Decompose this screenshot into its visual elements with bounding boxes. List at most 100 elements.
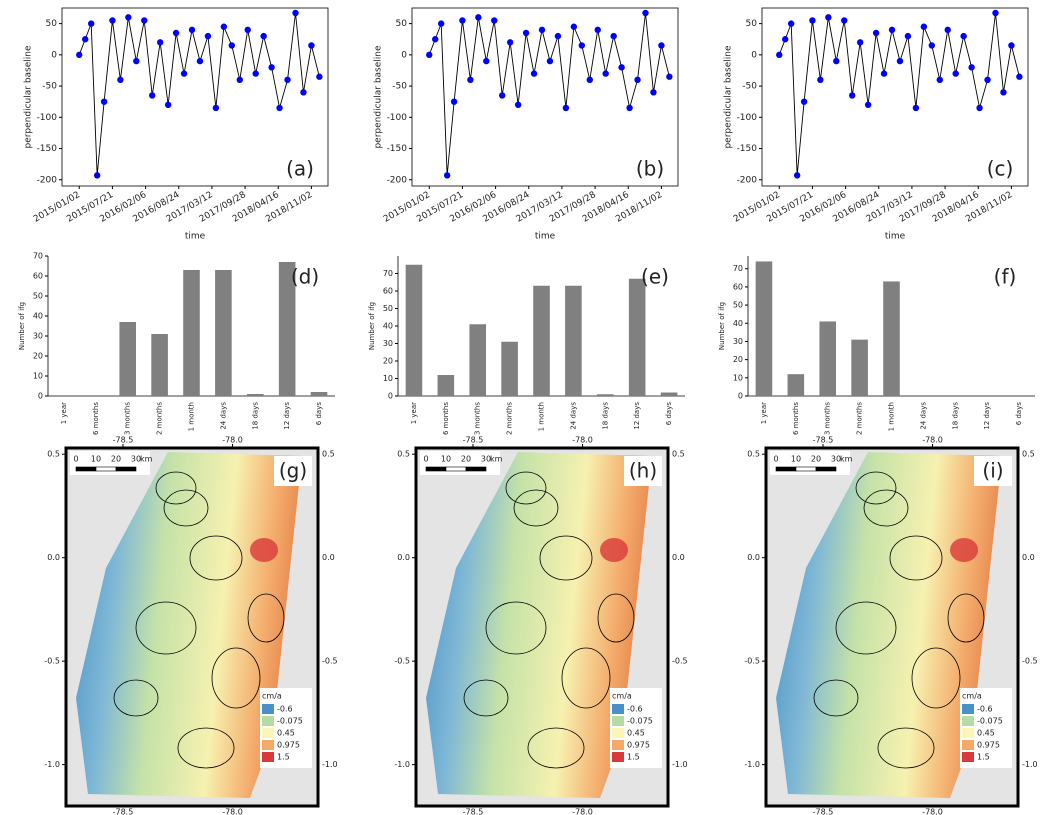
acquisition-point: [546, 57, 554, 65]
legend-swatch: [962, 704, 974, 714]
x-tick-label-bottom: -78.5: [813, 808, 834, 815]
legend-swatch: [612, 716, 624, 726]
caldera-outline: [177, 727, 235, 769]
panel-label: (f): [994, 265, 1017, 289]
acquisition-point: [172, 29, 180, 37]
acquisition-point: [117, 76, 124, 84]
y-tick-label-left: 0.5: [397, 450, 410, 459]
panel-label: (a): [286, 157, 314, 181]
legend-swatch: [612, 740, 624, 750]
bar: [628, 278, 646, 396]
scale-label: 0: [73, 455, 78, 464]
y-tick-label-left: 0.0: [747, 553, 760, 562]
scale-unit: km: [490, 455, 503, 464]
caldera-outline: [155, 471, 197, 505]
x-tick-label: 3 months: [474, 402, 482, 435]
y-tick-label-right: 0.5: [322, 450, 335, 459]
acquisition-point: [141, 17, 148, 24]
bar: [755, 261, 773, 396]
acquisition-point: [872, 29, 880, 37]
x-tick-label-top: -78.5: [813, 436, 834, 445]
x-tick-label: 1 month: [188, 402, 196, 431]
y-tick-label: 70: [33, 252, 43, 261]
acquisition-point: [856, 39, 864, 46]
panel-label: (c): [987, 157, 1014, 181]
acquisition-point: [586, 76, 593, 84]
acquisition-point: [880, 70, 888, 77]
y-tick-label: 0: [38, 392, 43, 401]
acquisition-point: [180, 70, 188, 77]
bar: [596, 394, 614, 396]
acquisition-point: [936, 76, 943, 84]
x-tick-label: 18 days: [601, 402, 609, 430]
y-tick-label: 40: [33, 312, 43, 321]
acquisition-point: [650, 89, 657, 96]
x-tick-label: 24 days: [919, 402, 927, 430]
acquisition-point: [109, 17, 116, 24]
acquisition-point: [87, 20, 95, 27]
acquisition-point: [642, 9, 649, 17]
bar: [851, 339, 868, 396]
x-tick-label: 6 months: [92, 402, 100, 435]
y-axis-label: perpendicular baseline: [374, 45, 384, 149]
acquisition-point: [82, 36, 89, 43]
y-tick-label: 60: [383, 287, 393, 296]
caldera-outline: [211, 647, 261, 709]
legend-label: 0.975: [277, 741, 300, 750]
y-axis-label: perpendicular baseline: [24, 45, 34, 149]
y-tick-label-right: -1.0: [672, 760, 688, 769]
acquisition-point: [594, 26, 601, 34]
bar: [405, 264, 423, 396]
x-tick-label-top: -78.5: [463, 436, 484, 445]
legend-label: -0.075: [277, 717, 303, 726]
bar: [310, 392, 328, 396]
y-tick-label: 50: [733, 301, 743, 310]
y-axis-label: perpendicular baseline: [724, 45, 734, 149]
acquisition-point: [220, 23, 228, 30]
y-tick-label: 60: [733, 282, 743, 291]
acquisition-point: [841, 17, 848, 24]
x-tick-label: 1 month: [538, 402, 546, 431]
plot-frame: [411, 7, 679, 187]
y-tick-label: 0: [388, 392, 393, 401]
acquisition-point: [782, 36, 789, 43]
x-tick-label: 2 months: [506, 402, 514, 435]
scale-segment: [815, 466, 837, 472]
caldera-outline: [247, 593, 285, 643]
panel-label-box: [274, 456, 312, 486]
y-tick-label: -200: [387, 175, 408, 185]
caldera-outline: [855, 471, 897, 505]
acquisition-point: [522, 29, 530, 37]
y-tick-label: 20: [733, 355, 743, 364]
x-tick-label: 6 months: [442, 402, 450, 435]
y-tick-label: -150: [37, 144, 58, 154]
acquisition-point: [308, 42, 315, 49]
legend-swatch: [262, 728, 274, 738]
legend-label: -0.075: [627, 717, 653, 726]
acquisition-point: [618, 64, 625, 71]
scale-label: 20: [461, 455, 471, 464]
y-tick-label: -100: [37, 113, 58, 123]
legend-label: -0.6: [977, 705, 993, 714]
acquisition-point: [787, 20, 795, 27]
legend-label: -0.6: [627, 705, 643, 714]
scale-label: 20: [811, 455, 821, 464]
y-tick-label: 50: [396, 19, 408, 29]
x-tick-label: 18 days: [251, 402, 259, 430]
x-tick-label-bottom: -78.0: [222, 808, 243, 815]
acquisition-point: [212, 104, 220, 112]
x-tick-label: 12 days: [283, 402, 291, 430]
y-tick-label-left: 0.0: [397, 553, 410, 562]
bar: [787, 374, 805, 396]
caldera-outline: [135, 601, 197, 655]
scale-label: 0: [773, 455, 778, 464]
acquisition-point: [491, 17, 498, 24]
velocity-field: [776, 452, 1002, 798]
y-tick-label: 20: [33, 352, 43, 361]
x-tick-label: 6 days: [315, 402, 323, 426]
y-tick-label: 0: [738, 392, 743, 401]
acquisition-point: [944, 26, 951, 34]
acquisition-point: [450, 98, 458, 105]
legend-label: 0.45: [977, 729, 995, 738]
y-tick-label-left: 0.5: [747, 450, 760, 459]
